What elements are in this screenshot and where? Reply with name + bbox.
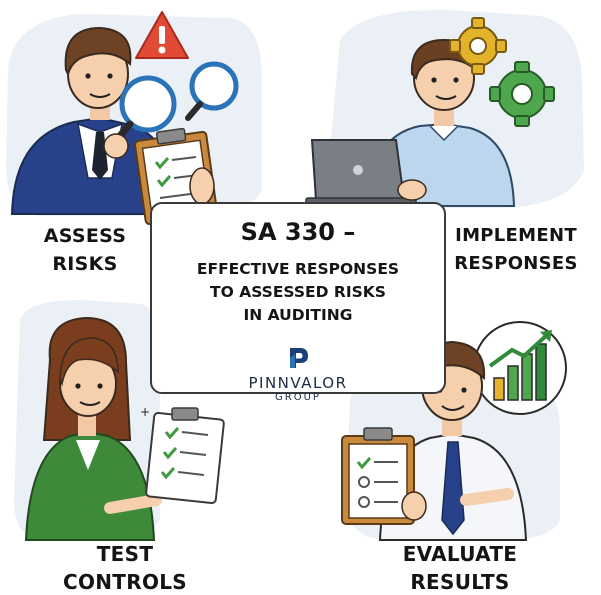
- clipboard-checklist-icon-2: [145, 407, 225, 505]
- evaluate-person-tie: [441, 441, 465, 536]
- step-label-assess-risks: ASSESS RISKS: [20, 222, 150, 278]
- page-subtitle: EFFECTIVE RESPONSES TO ASSESSED RISKS IN…: [152, 258, 444, 327]
- gear-icon: [449, 17, 507, 75]
- step-label-evaluate-results: EVALUATE RESULTS: [380, 540, 540, 595]
- brand-subname: GROUP: [275, 392, 321, 403]
- clipboard-checklist-icon-3: [341, 427, 415, 525]
- step-label-line: CONTROLS: [62, 570, 187, 594]
- evaluate-results-illustration: [341, 321, 567, 541]
- assess-risks-illustration: [6, 11, 262, 226]
- step-label-line: EVALUATE: [402, 542, 518, 566]
- step-label-line: RESPONSES: [454, 253, 578, 274]
- growth-chart-icon: [473, 321, 567, 415]
- step-label-line: RISKS: [52, 253, 118, 275]
- magnifier-icon-2: [189, 61, 239, 111]
- step-label-line: IMPLEMENT: [455, 225, 577, 246]
- warning-icon: [135, 11, 189, 59]
- assess-person-hair: [64, 26, 132, 77]
- brand-logo-icon: [290, 348, 308, 368]
- page-title: SA 330 –: [240, 218, 356, 246]
- subtitle-line: IN AUDITING: [243, 306, 353, 324]
- step-label-test-controls: TEST CONTROLS: [40, 540, 210, 595]
- magnifier-icon: [119, 75, 177, 133]
- gear-icon-2: [489, 61, 555, 127]
- subtitle-line: TO ASSESSED RISKS: [210, 283, 386, 301]
- subtitle-line: EFFECTIVE RESPONSES: [196, 260, 400, 278]
- step-label-line: RESULTS: [410, 570, 510, 594]
- implement-responses-illustration: [305, 9, 584, 208]
- step-label-line: ASSESS: [43, 225, 127, 247]
- title-box: SA 330 – EFFECTIVE RESPONSES TO ASSESSED…: [150, 202, 446, 403]
- sparkle-plus-icon-2: +: [140, 405, 150, 419]
- brand-name: PINNVALOR: [248, 374, 348, 392]
- step-label-implement-responses: IMPLEMENT RESPONSES: [446, 222, 586, 278]
- step-label-line: TEST: [96, 542, 154, 566]
